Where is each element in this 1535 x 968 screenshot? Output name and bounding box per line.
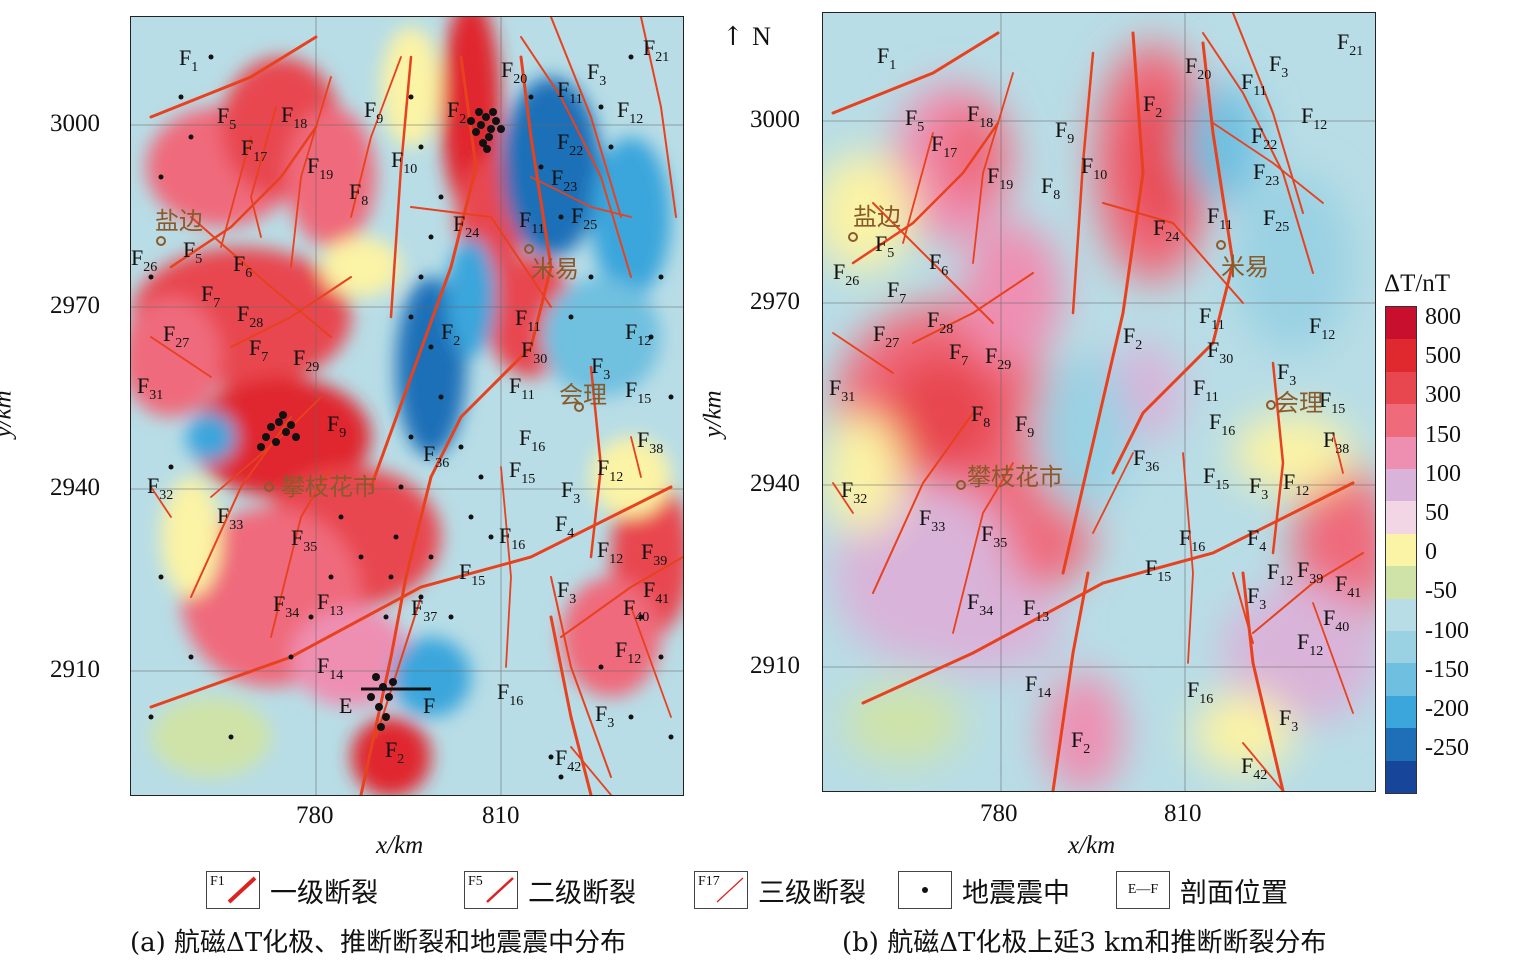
x-tick-780-b: 780 (980, 800, 1018, 827)
colorbar-swatch (1386, 598, 1416, 632)
map-a-svg: F1 F5 F18 F17 F19 F8 F9 F10 F2 F20 F11 F… (131, 17, 683, 795)
colorbar-swatch (1386, 631, 1416, 664)
legend-second-order-symbol: F5 (464, 871, 518, 909)
colorbar-swatch (1386, 339, 1416, 373)
legend-profile: E—F 剖面位置 (1116, 870, 1288, 910)
colorbar-title: ΔT/nT (1384, 270, 1451, 297)
y-tick-2910-a: 2910 (50, 656, 100, 683)
svg-text:F20: F20 (501, 57, 527, 87)
colorbar-swatch (1386, 307, 1416, 340)
colorbar-swatch (1386, 436, 1416, 470)
legend-third-order: F17 三级断裂 (694, 870, 866, 910)
x-axis-label-b: x/km (1068, 832, 1116, 859)
colorbar-swatch (1386, 728, 1416, 762)
svg-text:F36: F36 (1133, 445, 1159, 475)
y-axis-label-a: y/km (0, 390, 17, 438)
colorbar-tick-label: -200 (1425, 696, 1469, 722)
legend-second-order-label: 二级断裂 (528, 877, 636, 909)
city-label-miyi-a: 米易 (531, 255, 579, 283)
map-panel-b: F1 F5 F18 F17 F19 F8 F9 F10 F2 F20 F11 F… (822, 12, 1376, 792)
colorbar-swatch (1386, 469, 1416, 502)
y-tick-2940-a: 2940 (50, 474, 100, 501)
y-axis-label-b: y/km (699, 390, 727, 438)
y-tick-3000-b: 3000 (750, 106, 800, 133)
profile-label-f: F (423, 693, 435, 718)
city-markers-a (156, 236, 584, 492)
fault-lines (149, 17, 683, 795)
colorbar (1385, 306, 1417, 794)
profile-label-e: E (339, 693, 352, 718)
x-tick-810-a: 810 (482, 802, 520, 829)
x-tick-810-b: 810 (1164, 800, 1202, 827)
y-tick-2910-b: 2910 (750, 652, 800, 679)
colorbar-tick-label: 100 (1425, 460, 1461, 487)
colorbar-swatch (1386, 371, 1416, 405)
colorbar-swatch (1386, 566, 1416, 600)
y-tick-3000-a: 3000 (50, 110, 100, 137)
colorbar-tick-label: -250 (1425, 735, 1469, 762)
colorbar-tick-label: 150 (1425, 421, 1461, 448)
caption-b: (b) 航磁ΔT化极上延3 km和推断断裂分布 (842, 928, 1327, 958)
colorbar-tick-label: -150 (1425, 656, 1469, 683)
colorbar-tick-label: 800 (1425, 304, 1461, 330)
colorbar-tick-label: 0 (1425, 539, 1437, 566)
city-label-huili-b: 会理 (1275, 389, 1323, 417)
city-label-huili-a: 会理 (559, 381, 607, 409)
caption-a: (a) 航磁ΔT化极、推断断裂和地震震中分布 (130, 928, 627, 958)
colorbar-swatch (1386, 501, 1416, 535)
city-markers-b (848, 232, 1276, 490)
map-panel-a: F1 F5 F18 F17 F19 F8 F9 F10 F2 F20 F11 F… (130, 16, 684, 796)
city-label-miyi-b: 米易 (1221, 253, 1269, 281)
north-arrow-icon: ↑ (722, 22, 744, 52)
svg-text:F10: F10 (1081, 153, 1107, 183)
colorbar-swatch (1386, 533, 1416, 567)
north-label: N (752, 22, 771, 51)
colorbar-tick-label: -50 (1425, 578, 1457, 605)
colorbar-swatch (1386, 404, 1416, 438)
legend-first-order: F1 一级断裂 (206, 870, 378, 910)
x-tick-780-a: 780 (296, 802, 334, 829)
legend-first-order-label: 一级断裂 (270, 877, 378, 909)
colorbar-tick-label: -100 (1425, 617, 1469, 644)
colorbar-tick-label: 500 (1425, 343, 1461, 370)
grid-lines-b (823, 13, 1375, 791)
fault-lines-b (831, 13, 1364, 791)
map-b-svg: F1 F5 F18 F17 F19 F8 F9 F10 F2 F20 F11 F… (823, 13, 1375, 791)
colorbar-swatch (1386, 760, 1416, 794)
city-label-panzhihua-a: 攀枝花市 (281, 473, 377, 501)
legend-profile-symbol: E—F (1116, 871, 1170, 909)
legend-profile-label: 剖面位置 (1180, 877, 1288, 909)
colorbar-swatch (1386, 695, 1416, 729)
north-arrow: ↑ N (722, 22, 771, 52)
city-label-panzhihua-b: 攀枝花市 (967, 463, 1063, 491)
y-tick-2970-b: 2970 (750, 288, 800, 315)
x-axis-label-a: x/km (376, 832, 424, 859)
grid-lines (131, 17, 683, 795)
legend-second-order: F5 二级断裂 (464, 870, 636, 910)
y-tick-2940-b: 2940 (750, 470, 800, 497)
y-tick-2970-a: 2970 (50, 292, 100, 319)
city-label-yanbian-a: 盐边 (155, 207, 203, 235)
legend-epicenter-symbol (898, 871, 952, 909)
colorbar-tick-label: 50 (1425, 500, 1449, 526)
city-label-yanbian-b: 盐边 (853, 203, 901, 231)
colorbar-tick-label: 300 (1425, 382, 1461, 409)
legend-epicenter-label: 地震震中 (962, 877, 1070, 909)
legend-epicenter: 地震震中 (898, 870, 1070, 910)
legend-first-order-symbol: F1 (206, 871, 260, 909)
epicenter-dots (148, 54, 674, 780)
legend-third-order-label: 三级断裂 (758, 877, 866, 909)
legend-third-order-symbol: F17 (694, 871, 748, 909)
colorbar-swatch (1386, 663, 1416, 697)
